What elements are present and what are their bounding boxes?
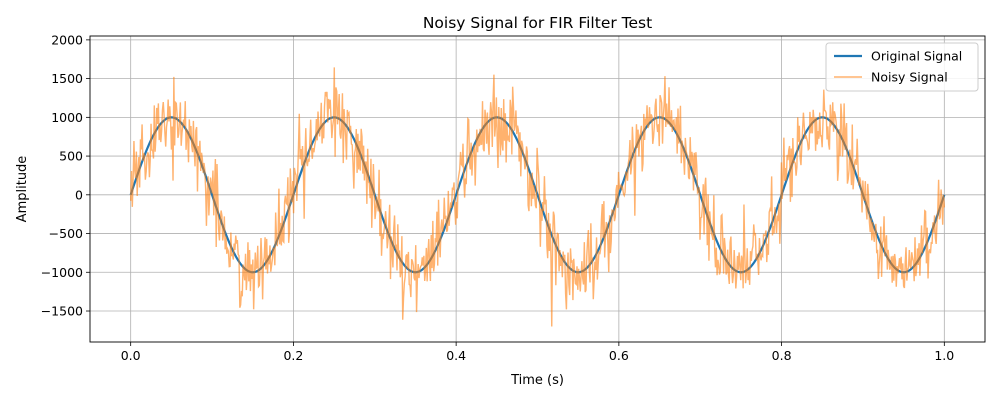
chart-title: Noisy Signal for FIR Filter Test <box>423 14 652 32</box>
legend-label-noisy-signal: Noisy Signal <box>871 70 948 85</box>
legend-box <box>825 42 979 92</box>
x-tick-label: 0.4 <box>446 348 466 363</box>
series-line-noisy-signal <box>129 67 946 327</box>
y-tick-label: 0 <box>75 187 83 202</box>
x-tick-label: 0.0 <box>121 348 141 363</box>
x-tick-label: 0.2 <box>283 348 303 363</box>
ticks-layer: 0.0 0.2 0.4 0.6 0.8 1.0 −1500 −1000 −500 0 500 1000… <box>41 32 955 363</box>
x-tick-label: 0.8 <box>772 348 792 363</box>
x-tick-label: 1.0 <box>934 348 954 363</box>
legend: Original Signal Noisy Signal <box>825 42 979 92</box>
y-tick-label: −1500 <box>41 304 83 319</box>
legend-label-original-signal: Original Signal <box>871 49 962 64</box>
y-tick-label: 1000 <box>51 110 83 125</box>
y-tick-label: 2000 <box>51 32 83 47</box>
series-layer <box>129 67 946 327</box>
y-tick-label: 500 <box>59 149 83 164</box>
y-tick-label: 1500 <box>51 71 83 86</box>
y-axis-label: Amplitude <box>15 156 30 223</box>
x-axis-label: Time (s) <box>510 373 564 388</box>
y-tick-label: −1000 <box>41 265 83 280</box>
x-tick-label: 0.6 <box>609 348 629 363</box>
y-tick-label: −500 <box>49 226 83 241</box>
plot-frame <box>89 35 986 343</box>
